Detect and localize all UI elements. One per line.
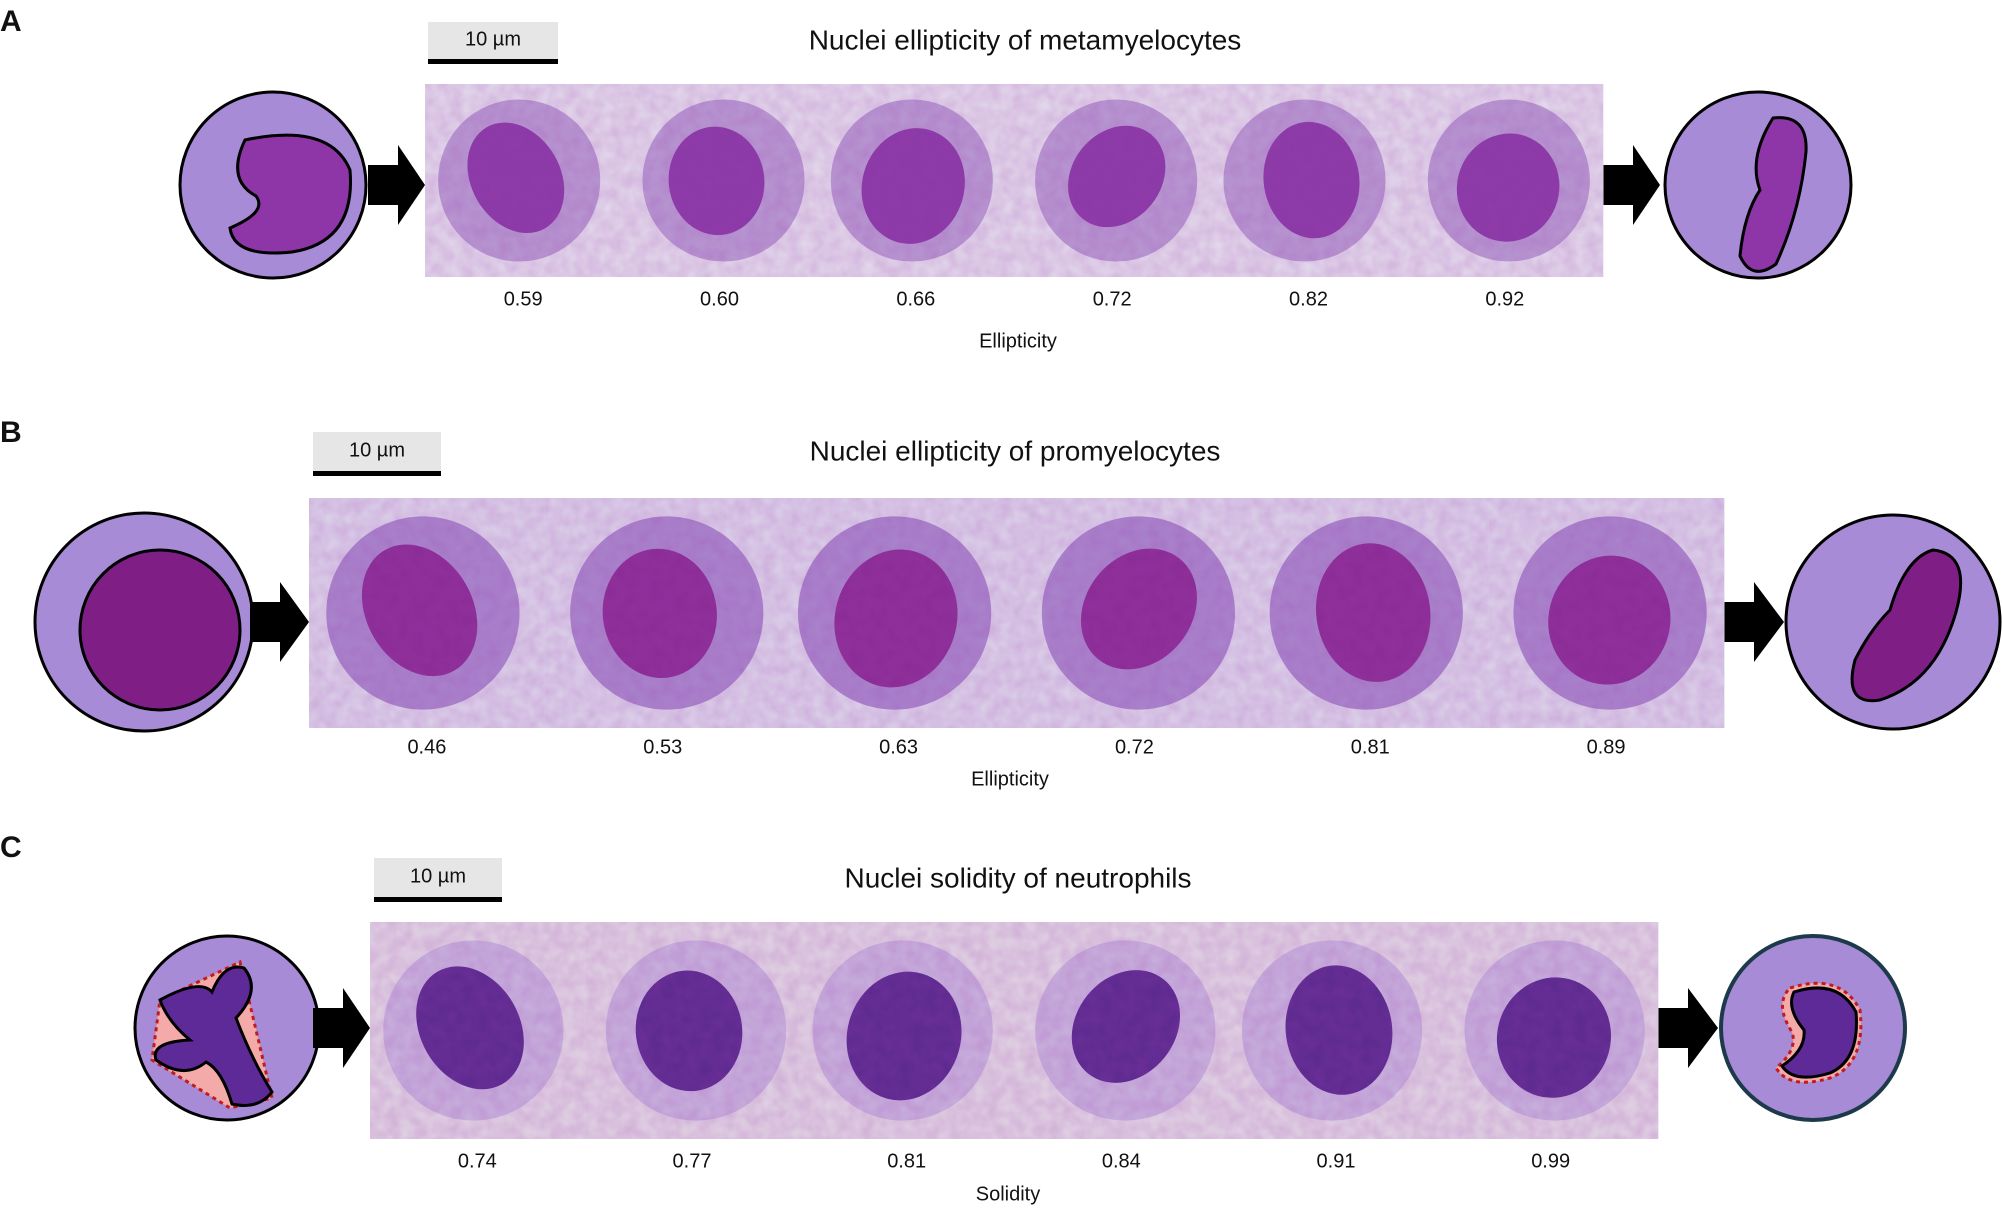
micrograph — [1016, 498, 1253, 728]
micrograph — [544, 498, 782, 728]
texture — [621, 84, 818, 277]
scale-bar-label: 10 µm — [465, 28, 521, 50]
axis-label: Ellipticity — [971, 768, 1049, 790]
texture — [799, 922, 1014, 1139]
axis-label: Solidity — [976, 1183, 1040, 1205]
panel-letter: A — [0, 5, 22, 38]
schematic-b — [33, 511, 2002, 733]
value-label: 0.82 — [1289, 288, 1328, 310]
texture — [425, 84, 622, 277]
value-label: 0.91 — [1317, 1150, 1356, 1172]
value-label: 0.81 — [1351, 736, 1390, 758]
scale-bar — [374, 897, 502, 902]
texture — [1443, 922, 1658, 1139]
texture — [1210, 84, 1407, 277]
texture — [584, 922, 800, 1139]
scale-bar — [313, 471, 441, 476]
value-label: 0.66 — [896, 288, 935, 310]
axis-label: Ellipticity — [979, 330, 1057, 352]
texture — [1252, 498, 1489, 728]
value-label: 0.84 — [1102, 1150, 1141, 1172]
value-label: 0.46 — [407, 736, 446, 758]
scale-bar — [428, 59, 558, 64]
texture — [1014, 84, 1211, 277]
scale-bar-label: 10 µm — [349, 439, 405, 461]
schematic-a — [178, 90, 1853, 280]
micrograph — [780, 498, 1017, 728]
value-label: 0.77 — [673, 1150, 712, 1172]
value-label: 0.53 — [643, 736, 682, 758]
value-label: 0.72 — [1115, 736, 1154, 758]
value-label: 0.89 — [1587, 736, 1626, 758]
texture — [1014, 922, 1229, 1139]
value-label: 0.60 — [700, 288, 739, 310]
panel-title: Nuclei ellipticity of promyelocytes — [810, 435, 1221, 466]
micrograph — [1014, 922, 1230, 1139]
panel-letter: C — [0, 831, 22, 864]
micrograph — [425, 84, 622, 277]
texture — [1406, 84, 1603, 277]
value-label: 0.59 — [504, 288, 543, 310]
panel-title: Nuclei solidity of neutrophils — [844, 862, 1191, 893]
value-label: 0.81 — [887, 1150, 926, 1172]
scale-bar-label: 10 µm — [410, 865, 466, 887]
micrograph — [1228, 922, 1444, 1139]
micrograph — [1252, 498, 1489, 728]
micrograph — [817, 84, 1015, 277]
micrograph — [799, 922, 1015, 1139]
scale-bar-box — [428, 22, 558, 59]
micrograph — [1488, 498, 1725, 728]
value-label: 0.99 — [1531, 1150, 1570, 1172]
scale-bar-box — [374, 858, 502, 897]
texture — [817, 84, 1014, 277]
panel-title: Nuclei ellipticity of metamyelocytes — [809, 24, 1242, 55]
texture — [309, 498, 545, 728]
panel-letter: B — [0, 416, 22, 449]
texture — [1228, 922, 1444, 1139]
value-label: 0.74 — [458, 1150, 497, 1172]
schematic-c — [133, 934, 1907, 1122]
micrograph — [1406, 84, 1604, 277]
texture — [1488, 498, 1724, 728]
texture — [1016, 498, 1253, 728]
micrograph — [1210, 84, 1408, 277]
value-label: 0.63 — [879, 736, 918, 758]
texture — [780, 498, 1017, 728]
value-label: 0.72 — [1093, 288, 1132, 310]
micrograph — [584, 922, 800, 1139]
micrograph — [621, 84, 819, 277]
micrograph — [1014, 84, 1211, 277]
micrograph — [1443, 922, 1659, 1139]
value-label: 0.92 — [1485, 288, 1524, 310]
texture — [544, 498, 781, 728]
micrograph — [370, 922, 586, 1139]
scale-bar-box — [313, 432, 441, 471]
micrograph — [309, 498, 546, 728]
texture — [370, 922, 585, 1139]
